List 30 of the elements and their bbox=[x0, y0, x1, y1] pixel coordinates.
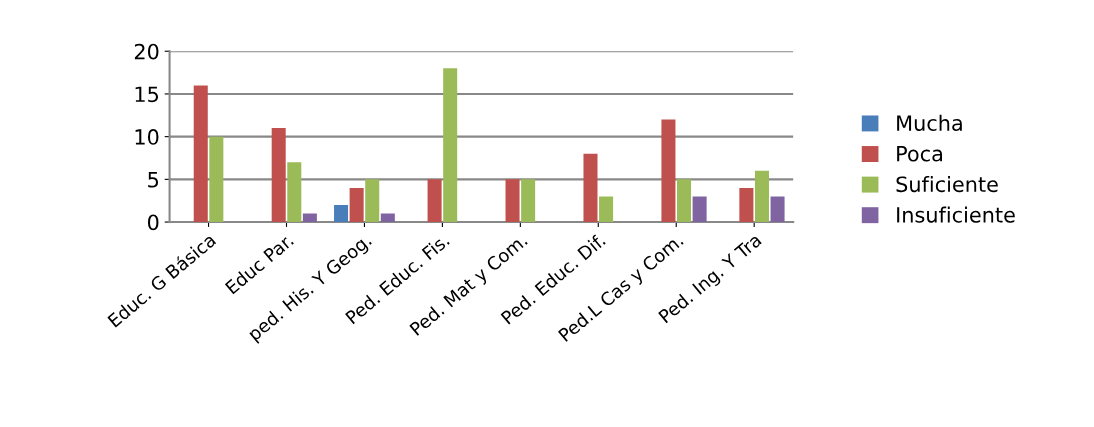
bar bbox=[427, 179, 442, 223]
bar bbox=[599, 196, 614, 223]
bar bbox=[193, 85, 208, 223]
bar bbox=[739, 187, 754, 223]
bar bbox=[365, 179, 380, 223]
bar bbox=[505, 179, 520, 223]
bar bbox=[271, 128, 286, 223]
legend-label: Insuficiente bbox=[897, 206, 1015, 223]
legend-label: Mucha bbox=[897, 114, 962, 131]
bar bbox=[334, 204, 349, 223]
bar bbox=[302, 213, 317, 223]
bar bbox=[443, 68, 458, 223]
y-tick-label: 5 bbox=[148, 172, 159, 188]
bar bbox=[583, 153, 598, 223]
legend-label: Suficiente bbox=[896, 176, 998, 193]
legend-label: Poca bbox=[897, 146, 942, 162]
bar bbox=[754, 170, 769, 223]
bar bbox=[770, 196, 785, 223]
y-tick-label: 20 bbox=[134, 43, 159, 60]
bar bbox=[677, 179, 692, 223]
bar bbox=[349, 187, 364, 223]
y-tick-label: 15 bbox=[135, 86, 159, 103]
bar bbox=[209, 136, 224, 223]
y-tick-label: 0 bbox=[147, 214, 159, 231]
y-tick-label: 10 bbox=[135, 129, 159, 145]
bar bbox=[661, 119, 676, 223]
bar bbox=[521, 179, 536, 223]
bar bbox=[380, 213, 395, 223]
bar bbox=[287, 162, 302, 223]
bar bbox=[692, 196, 707, 223]
